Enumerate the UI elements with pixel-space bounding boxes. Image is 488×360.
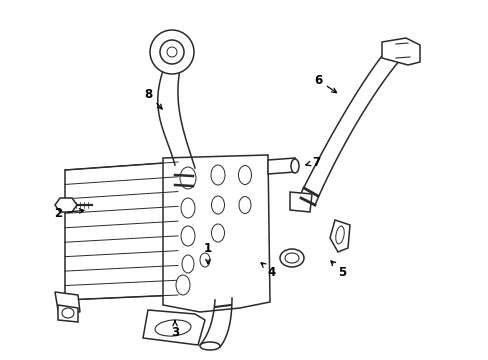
Polygon shape (65, 162, 178, 300)
Polygon shape (142, 310, 204, 345)
Polygon shape (329, 220, 349, 252)
Ellipse shape (210, 165, 224, 185)
Ellipse shape (335, 226, 344, 244)
Ellipse shape (155, 320, 190, 336)
Polygon shape (381, 38, 419, 65)
Polygon shape (289, 192, 311, 212)
Ellipse shape (285, 253, 298, 263)
Circle shape (150, 30, 194, 74)
Text: 1: 1 (203, 242, 212, 264)
Text: 5: 5 (330, 261, 346, 279)
Polygon shape (267, 158, 294, 174)
Polygon shape (163, 155, 269, 312)
Ellipse shape (200, 253, 209, 267)
Ellipse shape (180, 167, 196, 189)
Ellipse shape (182, 255, 194, 273)
Text: 6: 6 (313, 73, 336, 93)
Text: 7: 7 (305, 156, 320, 168)
Text: 4: 4 (261, 263, 276, 279)
Ellipse shape (176, 275, 190, 295)
Ellipse shape (211, 196, 224, 214)
Polygon shape (55, 198, 77, 212)
Ellipse shape (239, 197, 250, 213)
Ellipse shape (62, 308, 74, 318)
Circle shape (167, 47, 177, 57)
Ellipse shape (200, 342, 220, 350)
Text: 8: 8 (143, 87, 162, 109)
Ellipse shape (280, 249, 304, 267)
Polygon shape (55, 292, 80, 312)
Ellipse shape (181, 198, 195, 218)
Text: 2: 2 (54, 207, 83, 220)
Polygon shape (58, 305, 78, 322)
Ellipse shape (290, 159, 298, 173)
Circle shape (160, 40, 183, 64)
Ellipse shape (211, 224, 224, 242)
Ellipse shape (238, 166, 251, 185)
Text: 3: 3 (171, 321, 179, 339)
Ellipse shape (181, 226, 195, 246)
